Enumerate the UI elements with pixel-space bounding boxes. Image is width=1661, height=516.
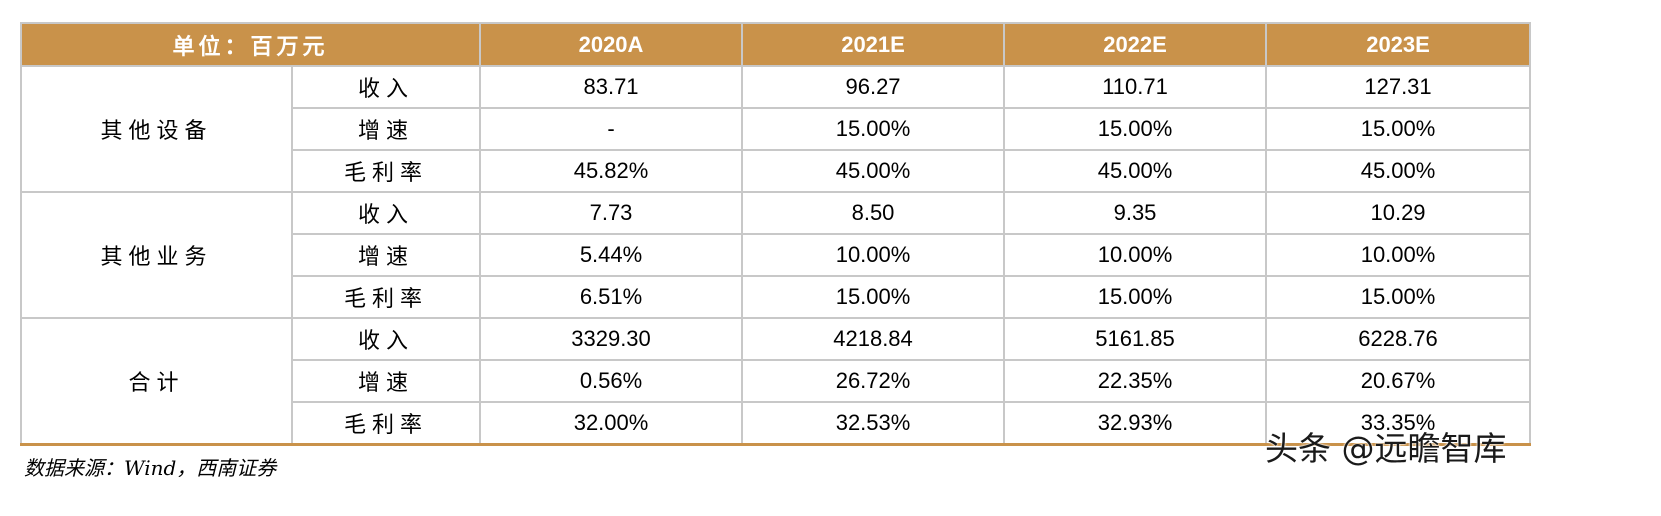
table-row: 增速 0.56% 26.72% 22.35% 20.67% bbox=[21, 359, 1532, 403]
table-row: 其他业务 收入 7.73 8.50 9.35 10.29 bbox=[20, 191, 1532, 319]
metric-label: 毛利率 bbox=[290, 401, 482, 446]
metric-label: 增速 bbox=[290, 359, 482, 403]
value-cell: 10.29 bbox=[1265, 191, 1532, 235]
value-cell: 96.27 bbox=[741, 65, 1006, 109]
value-cell: - bbox=[479, 107, 744, 151]
metric-label: 收入 bbox=[290, 317, 482, 361]
value-cell: 6.51% bbox=[479, 275, 744, 319]
group-label: 合计 bbox=[20, 317, 293, 446]
group-label: 其他业务 bbox=[20, 191, 293, 319]
metric-label: 毛利率 bbox=[290, 275, 482, 319]
value-cell: 127.31 bbox=[1265, 65, 1532, 109]
value-cell: 15.00% bbox=[1003, 275, 1268, 319]
value-cell: 15.00% bbox=[741, 275, 1006, 319]
value-cell: 3329.30 bbox=[479, 317, 744, 361]
value-cell: 4218.84 bbox=[741, 317, 1006, 361]
value-cell: 45.00% bbox=[1265, 149, 1532, 193]
year-header: 2023E bbox=[1265, 22, 1532, 67]
value-cell: 45.00% bbox=[741, 149, 1006, 193]
value-cell: 6228.76 bbox=[1265, 317, 1532, 361]
metric-label: 收入 bbox=[290, 65, 482, 109]
value-cell: 83.71 bbox=[479, 65, 744, 109]
source-note: 数据来源：Wind，西南证券 bbox=[24, 456, 277, 480]
value-cell: 15.00% bbox=[1265, 275, 1532, 319]
value-cell: 9.35 bbox=[1003, 191, 1268, 235]
year-header: 2022E bbox=[1003, 22, 1268, 67]
value-cell: 33.35% bbox=[1265, 401, 1532, 446]
value-cell: 10.00% bbox=[1003, 233, 1268, 277]
data-table: 单位：百万元 2020A 2021E 2022E 2023E 其他设备 收入 8… bbox=[19, 22, 1532, 446]
table-row: 增速 - 15.00% 15.00% 15.00% bbox=[21, 107, 1532, 151]
value-cell: 7.73 bbox=[479, 191, 744, 235]
table-row: 毛利率 6.51% 15.00% 15.00% 15.00% bbox=[21, 275, 1532, 319]
value-cell: 32.93% bbox=[1003, 401, 1268, 446]
value-cell: 32.00% bbox=[479, 401, 744, 446]
metric-label: 收入 bbox=[290, 191, 482, 235]
value-cell: 45.00% bbox=[1003, 149, 1268, 193]
value-cell: 45.82% bbox=[479, 149, 744, 193]
table-row: 其他设备 收入 83.71 96.27 110.71 127.31 bbox=[20, 65, 1532, 193]
watermark-text: 头条 @远瞻智库 bbox=[1265, 429, 1507, 468]
value-cell: 32.53% bbox=[741, 401, 1006, 446]
metric-label: 增速 bbox=[290, 107, 482, 151]
year-header: 2020A bbox=[479, 22, 744, 67]
table-row: 合计 收入 3329.30 4218.84 5161.85 6228.76 bbox=[20, 317, 1532, 446]
value-cell: 10.00% bbox=[1265, 233, 1532, 277]
value-cell: 15.00% bbox=[1003, 107, 1268, 151]
group-label: 其他设备 bbox=[20, 65, 293, 193]
value-cell: 5.44% bbox=[479, 233, 744, 277]
value-cell: 10.00% bbox=[741, 233, 1006, 277]
header-row: 单位：百万元 2020A 2021E 2022E 2023E bbox=[19, 22, 1532, 67]
year-header: 2021E bbox=[741, 22, 1006, 67]
value-cell: 15.00% bbox=[741, 107, 1006, 151]
metric-label: 毛利率 bbox=[290, 149, 482, 193]
value-cell: 8.50 bbox=[741, 191, 1006, 235]
value-cell: 15.00% bbox=[1265, 107, 1532, 151]
value-cell: 20.67% bbox=[1265, 359, 1532, 403]
value-cell: 110.71 bbox=[1003, 65, 1268, 109]
table-row: 毛利率 45.82% 45.00% 45.00% 45.00% bbox=[21, 149, 1532, 193]
value-cell: 5161.85 bbox=[1003, 317, 1268, 361]
table-row: 毛利率 32.00% 32.53% 32.93% 33.35% bbox=[21, 401, 1532, 446]
unit-header: 单位：百万元 bbox=[19, 22, 482, 67]
value-cell: 0.56% bbox=[479, 359, 744, 403]
value-cell: 22.35% bbox=[1003, 359, 1268, 403]
metric-label: 增速 bbox=[290, 233, 482, 277]
table-row: 增速 5.44% 10.00% 10.00% 10.00% bbox=[21, 233, 1532, 277]
value-cell: 26.72% bbox=[741, 359, 1006, 403]
